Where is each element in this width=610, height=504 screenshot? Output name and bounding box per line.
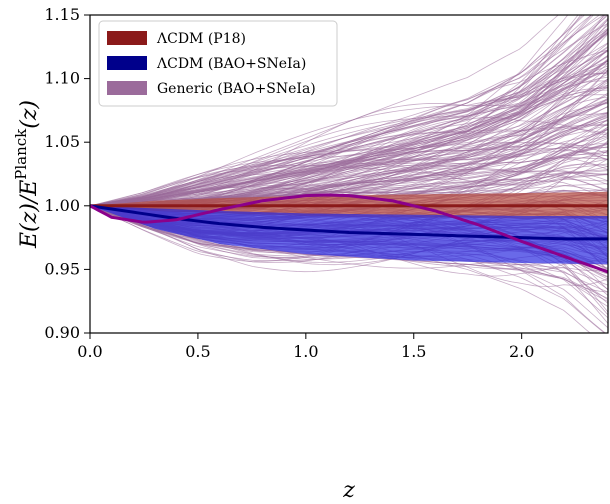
generic-sample-curve: [90, 15, 605, 207]
x-tick-label: 2.0: [509, 342, 534, 361]
generic-sample-curve: [90, 42, 608, 207]
generic-sample-curve: [90, 60, 608, 207]
series-lines: [90, 193, 608, 274]
y-axis-label: E(z)/EPlanck(z): [12, 100, 42, 249]
legend-label: ΛCDM (BAO+SNeIa): [156, 56, 306, 72]
y-tick-label: 1.15: [44, 5, 80, 24]
legend-label: Generic (BAO+SNeIa): [157, 81, 316, 97]
plot-frame: [89, 14, 609, 334]
confidence-bands: [90, 191, 608, 265]
x-tick-label: 0.0: [77, 342, 102, 361]
series-line: [90, 193, 608, 274]
generic-sample-curve: [90, 56, 608, 207]
generic-sample-curve: [90, 50, 608, 207]
generic-sample-curve: [90, 15, 582, 207]
x-axis-label: z: [342, 478, 355, 503]
generic-sample-curve: [90, 69, 608, 207]
confidence-band: [90, 205, 608, 265]
legend: ΛCDM (P18) ΛCDM (BAO+SNeIa) Generic (BAO+S…: [98, 20, 338, 107]
legend-swatch: [107, 81, 147, 95]
generic-sample-curve: [90, 63, 608, 207]
y-tick-label: 0.90: [44, 323, 80, 342]
generic-sample-curve: [90, 19, 608, 207]
legend-box: [98, 20, 338, 107]
y-tick-label: 1.05: [44, 132, 80, 151]
svg-text:E(z)/EPlanck(z): E(z)/EPlanck(z): [12, 100, 42, 249]
x-tick-label: 1.0: [293, 342, 318, 361]
x-tick-label: 1.5: [401, 342, 426, 361]
y-axis: 0.90 0.95 1.00 1.05 1.10 1.15: [44, 5, 90, 342]
legend-swatch: [107, 56, 147, 70]
y-tick-label: 1.00: [44, 196, 80, 215]
x-axis: 0.0 0.5 1.0 1.5 2.0: [77, 333, 534, 361]
legend-swatch: [107, 31, 147, 45]
generic-sample-curve: [90, 59, 608, 207]
generic-sample-curve: [90, 32, 608, 207]
generic-sample-curve: [90, 15, 595, 207]
y-tick-label: 0.95: [44, 259, 80, 278]
x-tick-label: 0.5: [185, 342, 210, 361]
y-tick-label: 1.10: [44, 69, 80, 88]
plot-area: [90, 15, 608, 333]
legend-label: ΛCDM (P18): [156, 31, 246, 47]
